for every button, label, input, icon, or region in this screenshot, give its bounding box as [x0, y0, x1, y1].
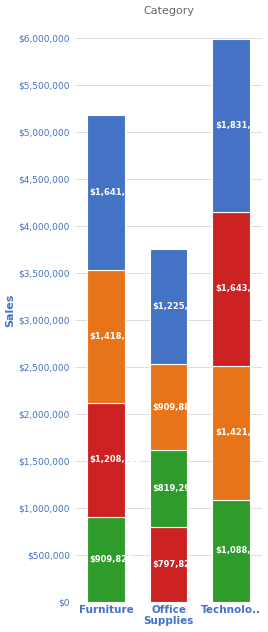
Bar	[87, 269, 125, 403]
Text: $797,821: $797,821	[152, 560, 196, 569]
Bar	[212, 500, 250, 602]
Bar	[87, 516, 125, 602]
Bar	[212, 39, 250, 212]
Text: $1,208,793: $1,208,793	[90, 455, 143, 464]
Text: $1,225,757: $1,225,757	[152, 302, 206, 312]
Bar	[150, 450, 187, 527]
Bar	[150, 249, 187, 365]
Text: $1,641,713: $1,641,713	[90, 188, 143, 197]
Text: $909,820: $909,820	[90, 555, 133, 564]
Text: $1,088,313: $1,088,313	[215, 547, 268, 556]
Bar	[150, 527, 187, 602]
Y-axis label: Sales: Sales	[6, 294, 16, 327]
Text: $1,421,104: $1,421,104	[215, 428, 268, 437]
Text: $819,295: $819,295	[152, 484, 196, 493]
Text: $1,643,134: $1,643,134	[215, 284, 268, 293]
Text: $1,831,698: $1,831,698	[215, 121, 268, 130]
Text: $1,418,264: $1,418,264	[90, 332, 143, 341]
Bar	[150, 365, 187, 450]
Bar	[87, 115, 125, 269]
Bar	[212, 366, 250, 500]
Bar	[87, 403, 125, 516]
Title: Category: Category	[143, 6, 194, 16]
Bar	[212, 212, 250, 366]
Text: $909,889: $909,889	[152, 403, 196, 411]
